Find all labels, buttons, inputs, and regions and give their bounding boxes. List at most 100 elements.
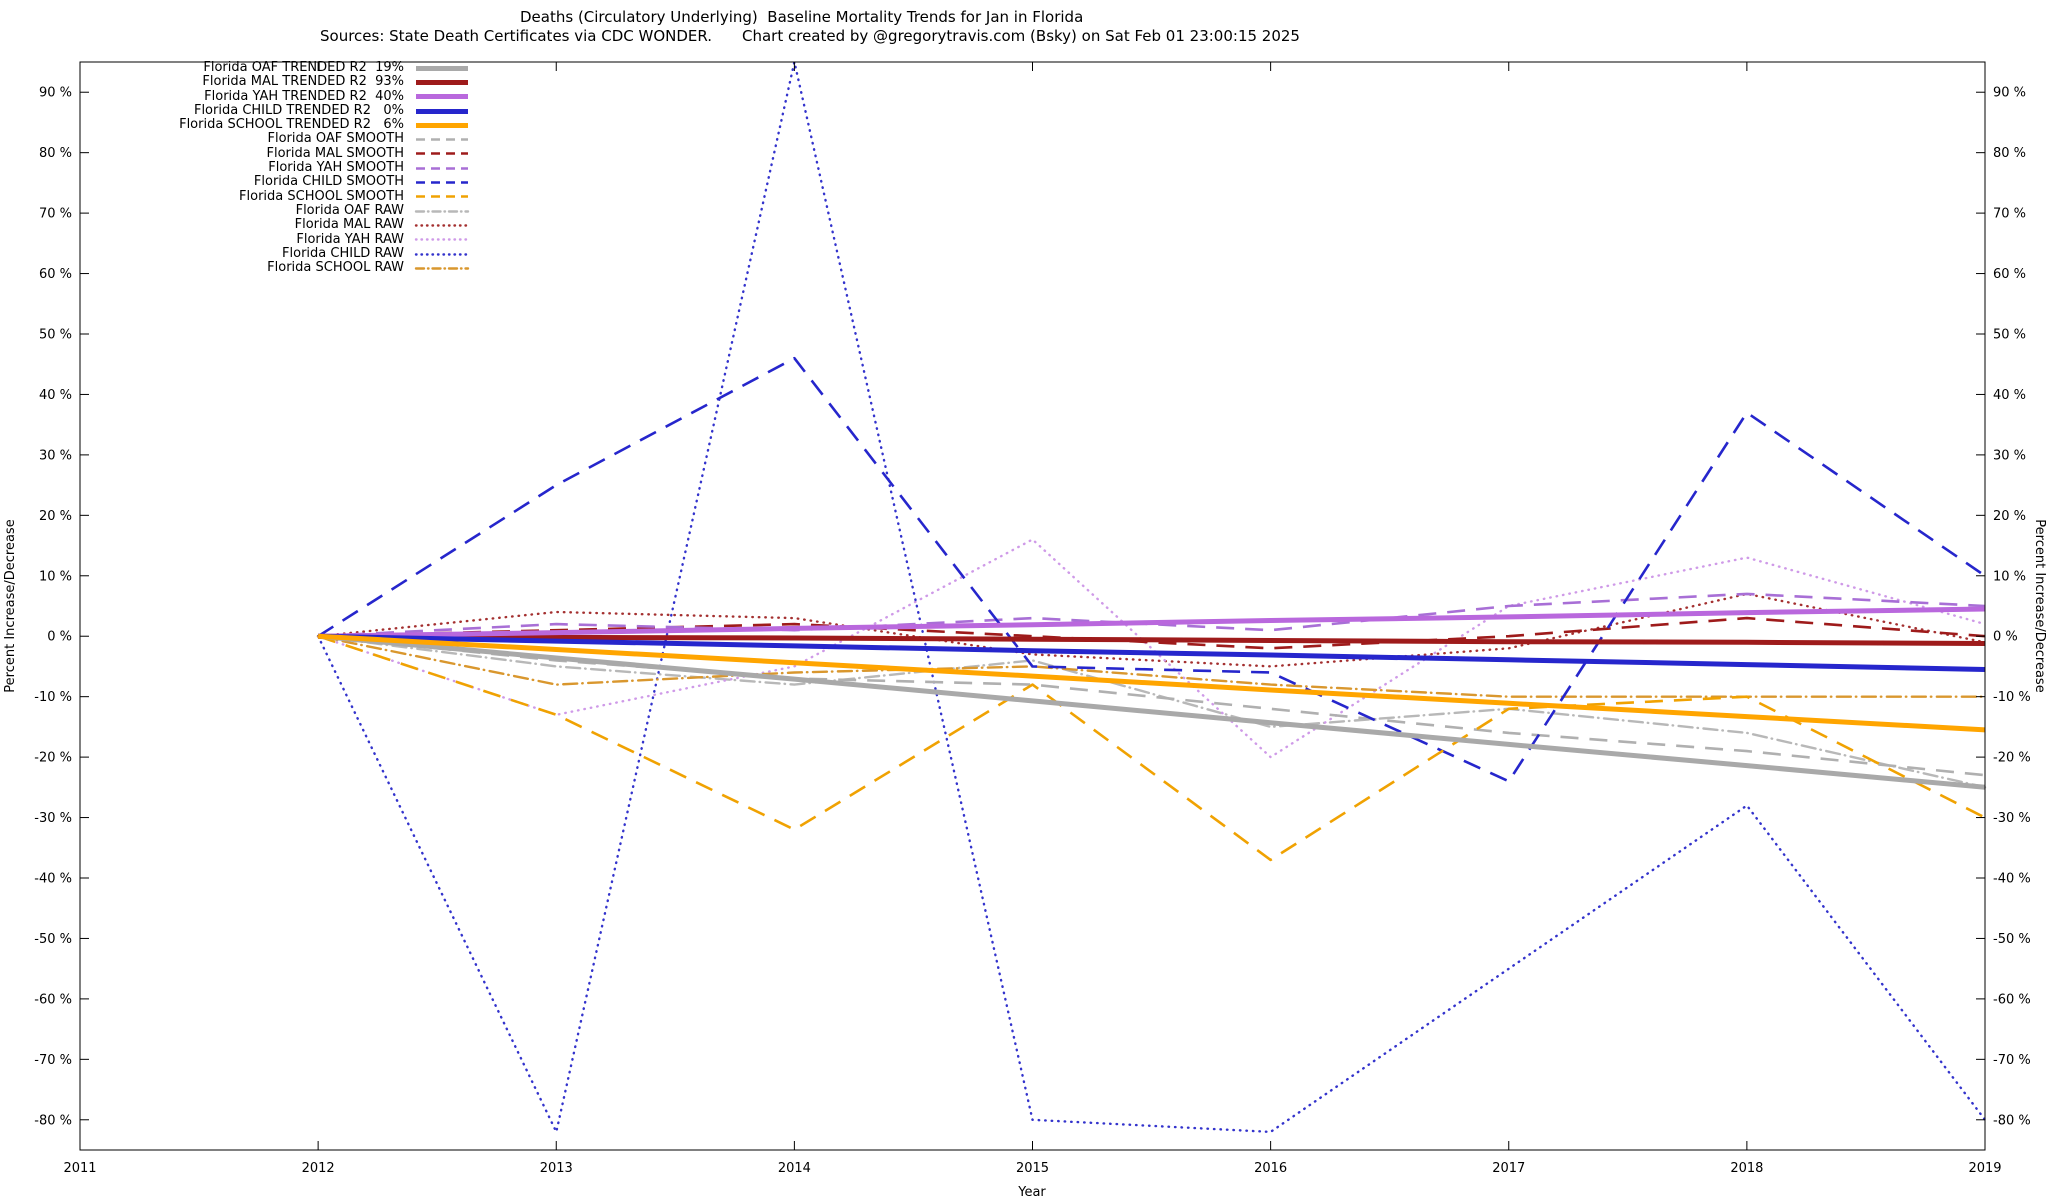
plot-generated: 90 % 90 % 80 % 80 % 70 % 70 % 60 % 60 % 50 % 50 %…	[34, 60, 2031, 1176]
legend-row: Florida OAF RAW	[80, 202, 470, 218]
series-florida-mal-raw	[316, 592, 1987, 668]
chart-title: Deaths (Circulatory Underlying) Baseline…	[520, 8, 1084, 26]
y-tick-label: 40 %	[39, 388, 72, 403]
y-tick-label: 60 %	[39, 267, 72, 282]
y-tick-label: 10 %	[39, 569, 72, 584]
x-axis-label: Year	[1017, 1185, 1046, 1200]
x-tick-label: 2013	[540, 1161, 573, 1176]
legend-row: Florida OAF TRENDED R2 19%	[80, 60, 470, 75]
legend-sample	[416, 152, 468, 156]
legend-sample	[416, 195, 468, 199]
legend-sample	[416, 138, 468, 141]
y-tick-label: 80 %	[39, 146, 72, 161]
y-tick-label: 50 %	[39, 328, 72, 343]
y-tick-label: -30 %	[1993, 811, 2031, 826]
y-tick-label: 30 %	[1993, 448, 2026, 463]
legend-label: Florida MAL SMOOTH	[266, 145, 404, 161]
y-tick-label: -40 %	[1993, 872, 2031, 887]
x-tick-label: 2019	[1968, 1161, 2001, 1176]
legend-row: Florida YAH RAW	[80, 231, 470, 247]
legend-label: Florida YAH RAW	[296, 231, 404, 247]
y-tick-label: 80 %	[1993, 146, 2026, 161]
y-axis-label-right: Percent Increase/Decrease	[2032, 519, 2047, 692]
chart-credit-text: Chart created by @gregorytravis.com (Bsk…	[742, 27, 1300, 45]
legend-sample	[416, 79, 468, 85]
y-tick-label: 70 %	[39, 207, 72, 222]
legend-row: Florida CHILD TRENDED R2 0%	[80, 102, 470, 118]
y-tick-label: -20 %	[1993, 751, 2031, 766]
series-florida-yah-raw	[316, 538, 1987, 759]
legend-row: Florida OAF SMOOTH	[80, 132, 470, 146]
legend-label: Florida CHILD RAW	[282, 245, 404, 261]
legend-row: Florida MAL SMOOTH	[80, 145, 470, 161]
y-tick-label: 70 %	[1993, 207, 2026, 222]
legend-sample	[414, 267, 470, 270]
legend-row: Florida SCHOOL RAW	[80, 260, 470, 276]
y-tick-label: 10 %	[1993, 569, 2026, 584]
legend-label: Florida SCHOOL RAW	[267, 260, 404, 276]
legend-sample	[416, 108, 468, 114]
legend-label: Florida OAF RAW	[295, 202, 404, 218]
x-tick-label: 2014	[778, 1161, 811, 1176]
legend-row: Florida SCHOOL TRENDED R2 6%	[80, 117, 470, 133]
y-tick-label: 20 %	[1993, 509, 2026, 524]
x-tick-label: 2016	[1254, 1161, 1287, 1176]
y-tick-label: -60 %	[1993, 992, 2031, 1007]
legend-row: Florida YAH TRENDED R2 40%	[80, 88, 470, 104]
chart-legend: Florida OAF TRENDED R2 19% Florida MAL TR…	[80, 60, 470, 276]
y-tick-label: 90 %	[1993, 86, 2026, 101]
y-tick-label: -20 %	[34, 751, 72, 766]
x-tick-label: 2015	[1016, 1161, 1049, 1176]
legend-label: Florida OAF SMOOTH	[267, 131, 404, 147]
y-tick-label: -10 %	[34, 690, 72, 705]
legend-row: Florida YAH SMOOTH	[80, 160, 470, 176]
legend-sample	[414, 224, 470, 227]
legend-label: Florida CHILD SMOOTH	[253, 174, 404, 190]
series-florida-oaf-trended	[317, 633, 1986, 790]
y-tick-label: 20 %	[39, 509, 72, 524]
legend-label: Florida SCHOOL TRENDED R2 6%	[179, 117, 404, 133]
series-florida-school-trended	[317, 633, 1986, 733]
y-axis-label-left: Percent Increase/Decrease	[3, 519, 18, 692]
x-tick-label: 2011	[63, 1161, 96, 1176]
legend-row: Florida SCHOOL SMOOTH	[80, 188, 470, 204]
series-florida-yah-smooth	[318, 592, 1986, 638]
y-tick-label: -70 %	[1993, 1053, 2031, 1068]
y-tick-label: -80 %	[1993, 1113, 2031, 1128]
y-tick-label: -30 %	[34, 811, 72, 826]
legend-label: Florida OAF TRENDED R2 19%	[203, 60, 404, 75]
series-florida-child-smooth	[317, 356, 1986, 783]
legend-sample	[416, 166, 468, 170]
series-florida-mal-smooth	[318, 616, 1986, 650]
legend-sample	[416, 181, 468, 184]
legend-label: Florida YAH TRENDED R2 40%	[204, 88, 404, 104]
legend-row: Florida CHILD SMOOTH	[80, 175, 470, 189]
y-tick-label: -50 %	[34, 932, 72, 947]
legend-label: Florida YAH SMOOTH	[268, 160, 404, 176]
series-florida-mal-trended	[318, 633, 1986, 646]
legend-label: Florida SCHOOL SMOOTH	[239, 188, 404, 204]
y-tick-label: -40 %	[34, 872, 72, 887]
y-tick-label: -60 %	[34, 992, 72, 1007]
y-tick-label: 50 %	[1993, 328, 2026, 343]
legend-label: Florida MAL TRENDED R2 93%	[202, 74, 404, 90]
series-florida-child-raw	[316, 60, 1987, 1134]
series-florida-school-smooth	[317, 634, 1986, 862]
series-florida-oaf-raw	[316, 635, 1987, 789]
x-tick-label: 2017	[1492, 1161, 1525, 1176]
legend-sample	[416, 65, 468, 71]
chart-source-text: Sources: State Death Certificates via CD…	[320, 27, 713, 45]
legend-row: Florida MAL RAW	[80, 217, 470, 233]
x-tick-label: 2018	[1730, 1161, 1763, 1176]
legend-sample	[416, 122, 468, 128]
y-tick-label: -50 %	[1993, 932, 2031, 947]
y-tick-label: 90 %	[39, 86, 72, 101]
x-tick-label: 2012	[302, 1161, 335, 1176]
y-tick-label: 30 %	[39, 448, 72, 463]
legend-label: Florida CHILD TRENDED R2 0%	[193, 102, 404, 118]
legend-label: Florida MAL RAW	[294, 217, 404, 233]
y-tick-label: -80 %	[34, 1113, 72, 1128]
legend-row: Florida CHILD RAW	[80, 245, 470, 261]
